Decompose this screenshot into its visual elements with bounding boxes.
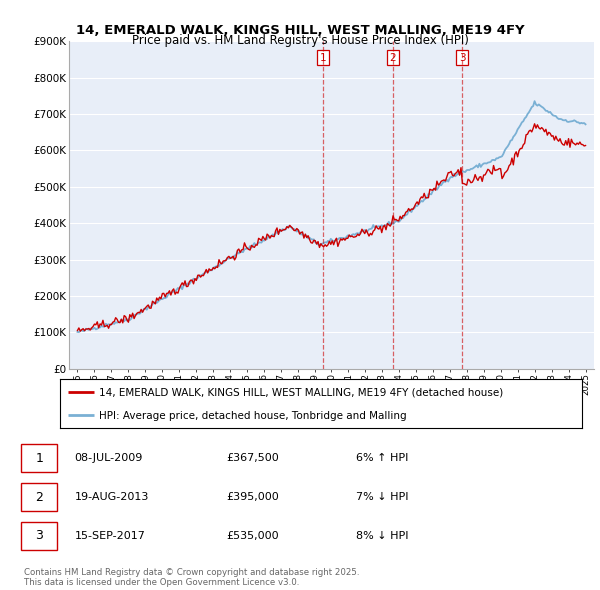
Text: 19-AUG-2013: 19-AUG-2013 (74, 492, 149, 502)
Text: 3: 3 (35, 529, 43, 542)
FancyBboxPatch shape (21, 444, 58, 472)
Text: Contains HM Land Registry data © Crown copyright and database right 2025.
This d: Contains HM Land Registry data © Crown c… (24, 568, 359, 587)
Text: £367,500: £367,500 (227, 453, 280, 463)
Text: 1: 1 (35, 452, 43, 465)
Text: 3: 3 (459, 53, 466, 63)
Text: 6% ↑ HPI: 6% ↑ HPI (356, 453, 409, 463)
Text: 8% ↓ HPI: 8% ↓ HPI (356, 531, 409, 541)
Text: £395,000: £395,000 (227, 492, 280, 502)
Text: 14, EMERALD WALK, KINGS HILL, WEST MALLING, ME19 4FY (detached house): 14, EMERALD WALK, KINGS HILL, WEST MALLI… (99, 388, 503, 398)
Text: HPI: Average price, detached house, Tonbridge and Malling: HPI: Average price, detached house, Tonb… (99, 411, 407, 421)
FancyBboxPatch shape (21, 483, 58, 511)
FancyBboxPatch shape (21, 522, 58, 550)
Text: 15-SEP-2017: 15-SEP-2017 (74, 531, 145, 541)
Text: 2: 2 (35, 490, 43, 504)
Text: 1: 1 (320, 53, 326, 63)
Text: 08-JUL-2009: 08-JUL-2009 (74, 453, 143, 463)
Text: 2: 2 (389, 53, 396, 63)
Text: £535,000: £535,000 (227, 531, 280, 541)
Text: Price paid vs. HM Land Registry's House Price Index (HPI): Price paid vs. HM Land Registry's House … (131, 34, 469, 47)
Text: 14, EMERALD WALK, KINGS HILL, WEST MALLING, ME19 4FY: 14, EMERALD WALK, KINGS HILL, WEST MALLI… (76, 24, 524, 37)
Text: 7% ↓ HPI: 7% ↓ HPI (356, 492, 409, 502)
